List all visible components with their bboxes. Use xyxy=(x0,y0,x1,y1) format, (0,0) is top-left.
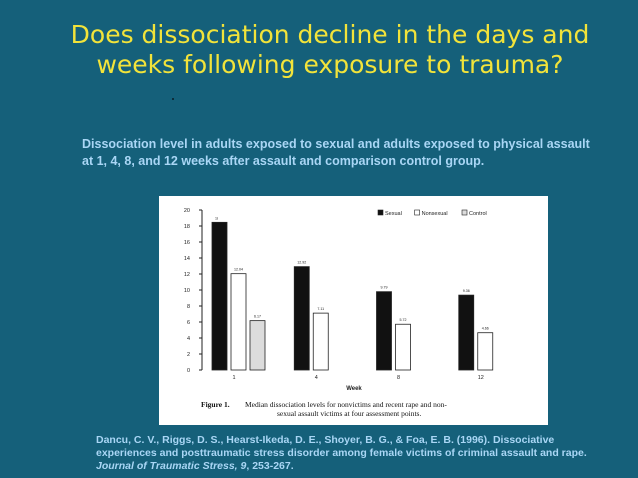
caption-line-2: sexual assault victims at four assessmen… xyxy=(277,409,421,418)
bar-nonsexual xyxy=(395,323,411,371)
y-tick-label: 10 xyxy=(184,288,190,294)
legend-label-sexual: Sexual xyxy=(385,211,402,217)
legend-label-nonsexual: Nonsexual xyxy=(422,211,448,217)
bar-control xyxy=(249,320,266,371)
bar-sexual xyxy=(376,291,392,371)
data-label: 12.04 xyxy=(234,268,243,272)
bar-sexual xyxy=(458,294,475,371)
y-tick-label: 8 xyxy=(187,304,190,310)
chart-corner-patch xyxy=(218,196,261,220)
data-label: 9.79 xyxy=(381,286,388,290)
data-label: 5.72 xyxy=(400,318,407,322)
bar-sexual xyxy=(211,221,228,371)
chart-image: 0246810121416182018.4612.046.17112.927.1… xyxy=(159,196,548,425)
x-tick-label: 4 xyxy=(315,375,318,381)
slide-subtitle: Dissociation level in adults exposed to … xyxy=(82,137,590,168)
x-tick-label: 1 xyxy=(232,375,235,381)
y-tick-label: 6 xyxy=(187,320,190,326)
citation-journal: Journal of Traumatic Stress, 9 xyxy=(96,460,247,472)
legend-swatch-sexual xyxy=(377,209,384,216)
y-tick-label: 2 xyxy=(187,352,190,358)
data-label: 12.92 xyxy=(297,261,306,265)
slide-title: Does dissociation decline in the days an… xyxy=(70,20,590,79)
caption-line-1: Median dissociation levels for nonvictim… xyxy=(245,400,447,409)
data-label: 9.36 xyxy=(463,289,470,293)
x-axis-label: Week xyxy=(346,386,362,392)
y-tick-label: 14 xyxy=(184,256,190,262)
x-tick-label: 8 xyxy=(397,375,400,381)
legend-swatch-nonsexual xyxy=(414,209,420,216)
data-label: 7.11 xyxy=(317,307,324,311)
data-label: 4.66 xyxy=(482,327,489,331)
y-tick-label: 18 xyxy=(184,224,190,230)
x-tick-label: 12 xyxy=(478,375,484,381)
bar-nonsexual xyxy=(477,332,494,371)
bar-sexual xyxy=(293,266,310,371)
bar-chart: 0246810121416182018.4612.046.17112.927.1… xyxy=(184,208,494,418)
bar-nonsexual xyxy=(230,273,247,371)
citation-text: Dancu, C. V., Riggs, D. S., Hearst-Ikeda… xyxy=(96,434,587,459)
caption-label: Figure 1. xyxy=(201,400,230,409)
y-tick-label: 20 xyxy=(184,208,190,214)
y-tick-label: 4 xyxy=(187,336,190,342)
citation: Dancu, C. V., Riggs, D. S., Hearst-Ikeda… xyxy=(96,434,616,473)
citation-pages: , 253-267. xyxy=(246,460,294,472)
legend-label-control: Control xyxy=(469,211,487,217)
y-tick-label: 0 xyxy=(187,368,190,374)
bar-nonsexual xyxy=(312,312,329,371)
data-label: 6.17 xyxy=(254,315,261,319)
stray-dot xyxy=(172,98,174,100)
y-tick-label: 12 xyxy=(184,272,190,278)
y-tick-label: 16 xyxy=(184,240,190,246)
legend-swatch-control xyxy=(461,209,468,216)
